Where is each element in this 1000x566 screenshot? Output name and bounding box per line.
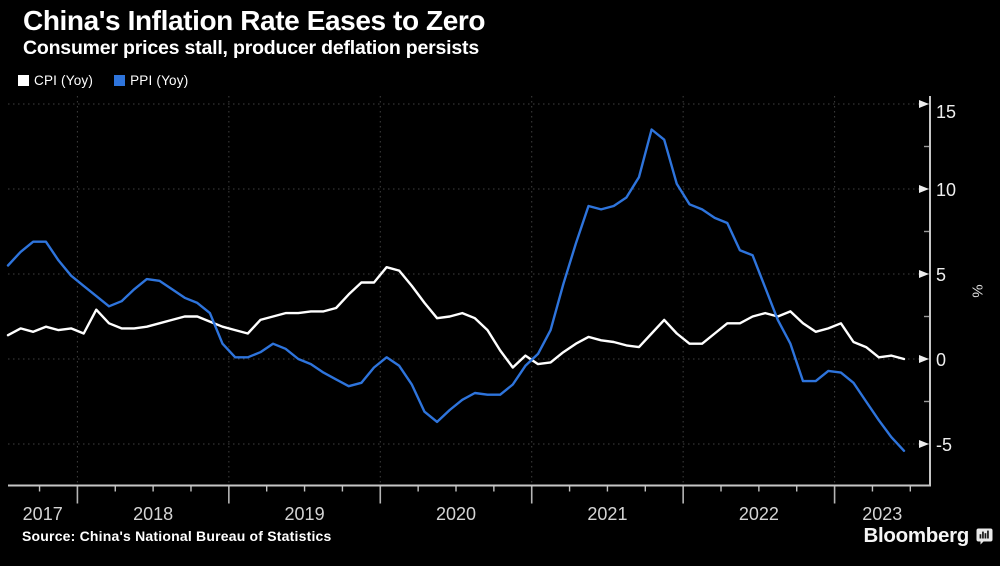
y-tick-arrow-icon: [919, 440, 929, 448]
series-line-ppi: [6, 128, 906, 452]
x-axis-year-label: 2020: [436, 504, 476, 524]
series-line-cpi: [6, 266, 906, 369]
y-tick-arrow-icon: [919, 355, 929, 363]
y-tick-arrow-icon: [919, 270, 929, 278]
y-axis-unit-label: %: [969, 284, 986, 297]
x-axis-year-label: 2019: [285, 504, 325, 524]
brand: Bloomberg: [864, 524, 994, 548]
y-axis-tick-label: 0: [936, 350, 946, 370]
bar-chart-bubble-icon: [976, 528, 993, 544]
chart-subtitle: Consumer prices stall, producer deflatio…: [23, 37, 479, 59]
y-tick-arrow-icon: [919, 185, 929, 193]
y-axis-tick-label: -5: [936, 435, 952, 455]
y-axis-tick-label: 15: [936, 102, 956, 122]
x-axis-year-label: 2023: [862, 504, 902, 524]
x-axis-year-label: 2021: [587, 504, 627, 524]
x-axis-year-label: 2017: [23, 504, 63, 524]
x-axis-year-label: 2022: [739, 504, 779, 524]
brand-wordmark: Bloomberg: [863, 524, 970, 547]
y-axis-tick-label: 5: [936, 265, 946, 285]
chart-title: China's Inflation Rate Eases to Zero: [23, 5, 486, 36]
legend-item-label: CPI (Yoy): [34, 73, 94, 88]
legend-swatch-icon: [18, 75, 29, 86]
y-tick-arrow-icon: [919, 100, 929, 108]
legend-item-ppi: PPI (Yoy): [114, 73, 188, 88]
legend-item-cpi: CPI (Yoy): [18, 73, 93, 88]
y-axis-tick-label: 10: [936, 180, 956, 200]
x-axis-year-label: 2018: [133, 504, 173, 524]
source-note: Source: China's National Bureau of Stati…: [22, 528, 332, 544]
legend-swatch-icon: [114, 75, 126, 86]
legend-item-label: PPI (Yoy): [130, 73, 189, 88]
legend: CPI (Yoy) PPI (Yoy): [18, 73, 188, 88]
